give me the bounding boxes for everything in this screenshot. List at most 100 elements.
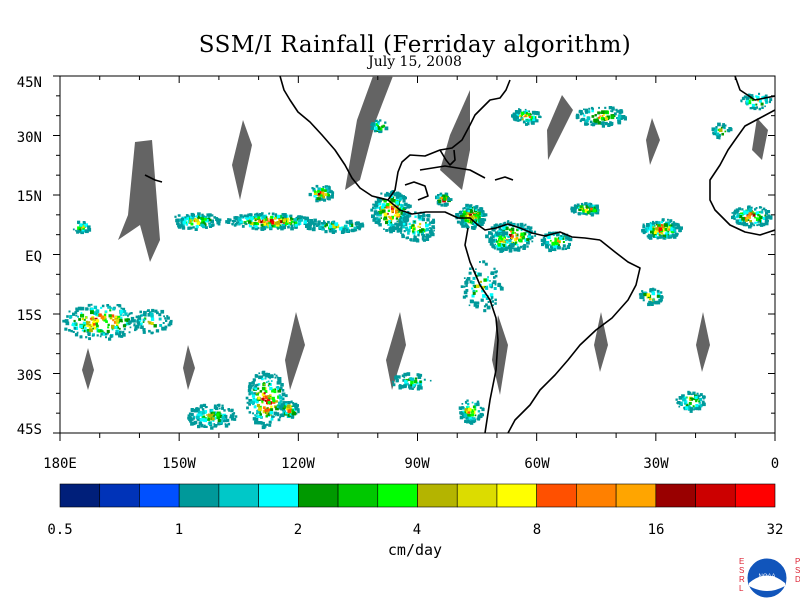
rain-cell	[469, 216, 474, 220]
rain-cell	[195, 407, 199, 411]
rain-cell	[481, 407, 485, 412]
rain-cell	[319, 193, 323, 197]
rain-cell	[246, 406, 249, 410]
rain-cell	[257, 227, 260, 230]
rain-cell	[279, 416, 282, 419]
rain-cell	[209, 225, 212, 228]
rain-cell	[577, 206, 580, 209]
rain-cell	[399, 197, 403, 200]
rain-cell	[595, 206, 599, 210]
rain-cell	[389, 228, 392, 231]
rain-cell	[374, 207, 377, 210]
swath-gap	[232, 120, 252, 200]
rain-cell	[764, 209, 767, 212]
rain-cell	[257, 215, 260, 218]
rain-cell	[561, 236, 564, 239]
rain-cell	[118, 327, 121, 330]
rain-cell	[721, 124, 726, 129]
rain-cell	[405, 226, 409, 230]
rain-cell	[698, 400, 700, 403]
rain-cell	[115, 319, 119, 323]
rain-cell	[440, 196, 444, 200]
rain-cell	[315, 184, 319, 188]
rain-cell	[416, 381, 419, 385]
rain-cell	[330, 228, 334, 231]
rain-cell	[192, 226, 195, 229]
rain-cell	[331, 221, 334, 224]
rain-cell	[483, 285, 487, 289]
rain-cell	[542, 238, 547, 242]
rain-cell	[764, 94, 768, 98]
rain-cell	[196, 418, 199, 421]
rain-cell	[277, 379, 280, 382]
rain-cell	[92, 327, 94, 330]
rain-cell	[160, 309, 165, 314]
rain-cell	[471, 401, 474, 404]
rain-cell	[657, 221, 661, 225]
rain-cell	[699, 404, 703, 408]
rain-cell	[398, 385, 401, 388]
rain-cell	[502, 246, 505, 249]
rain-cell	[262, 372, 266, 377]
rain-cell	[90, 310, 94, 315]
rain-cell	[472, 213, 477, 218]
rain-cell	[212, 411, 215, 415]
rain-cell	[350, 229, 353, 232]
rain-cell	[667, 227, 671, 231]
rain-cell	[271, 212, 275, 216]
rain-cell	[674, 232, 679, 237]
rain-cell	[558, 244, 560, 246]
rain-cell	[653, 233, 657, 237]
rain-cell	[213, 411, 217, 415]
rain-cell	[423, 378, 426, 381]
rain-cell	[463, 290, 468, 295]
rain-cell	[140, 325, 144, 329]
rain-cell	[223, 409, 226, 412]
rain-cell	[125, 319, 128, 322]
rain-cell	[468, 420, 472, 424]
rain-cell	[554, 239, 557, 242]
rain-cell	[244, 215, 249, 220]
rain-cell	[283, 223, 287, 227]
rain-cell	[142, 321, 145, 323]
rain-cell	[652, 299, 655, 302]
rain-cell	[414, 211, 417, 214]
rain-cell	[197, 424, 201, 429]
rain-cell	[210, 412, 213, 415]
rain-cell	[158, 313, 162, 317]
rain-cell	[285, 220, 288, 223]
rain-cell	[407, 228, 411, 233]
rain-cell	[495, 270, 498, 273]
rain-cell	[494, 298, 497, 302]
rain-cell	[115, 316, 117, 318]
rain-cell	[529, 113, 532, 116]
rain-cell	[276, 405, 280, 408]
rain-cell	[750, 222, 753, 225]
rain-cell	[329, 191, 331, 193]
rain-cell	[249, 401, 253, 404]
rain-cell	[442, 197, 447, 201]
rain-cell	[101, 304, 105, 308]
rain-cell	[756, 221, 759, 224]
rain-cell	[197, 215, 201, 219]
rain-cell	[751, 106, 754, 110]
rain-cell	[555, 242, 559, 246]
rain-cell	[764, 105, 766, 108]
rain-cell	[584, 108, 588, 112]
rain-cell	[395, 207, 398, 210]
rain-cell	[546, 246, 548, 248]
rain-cell	[308, 226, 312, 231]
swath-gap	[183, 345, 195, 390]
rain-cell	[689, 407, 694, 411]
rain-cell	[77, 220, 80, 224]
rain-cell	[470, 409, 474, 413]
rain-cell	[499, 285, 503, 289]
rain-cell	[72, 228, 75, 231]
rain-cell	[757, 220, 760, 223]
rain-cell	[431, 232, 435, 237]
rain-cell	[271, 415, 274, 418]
rain-cell	[515, 237, 519, 240]
rain-cell	[400, 227, 403, 230]
rain-cell	[400, 194, 403, 197]
rain-cell	[429, 232, 433, 236]
